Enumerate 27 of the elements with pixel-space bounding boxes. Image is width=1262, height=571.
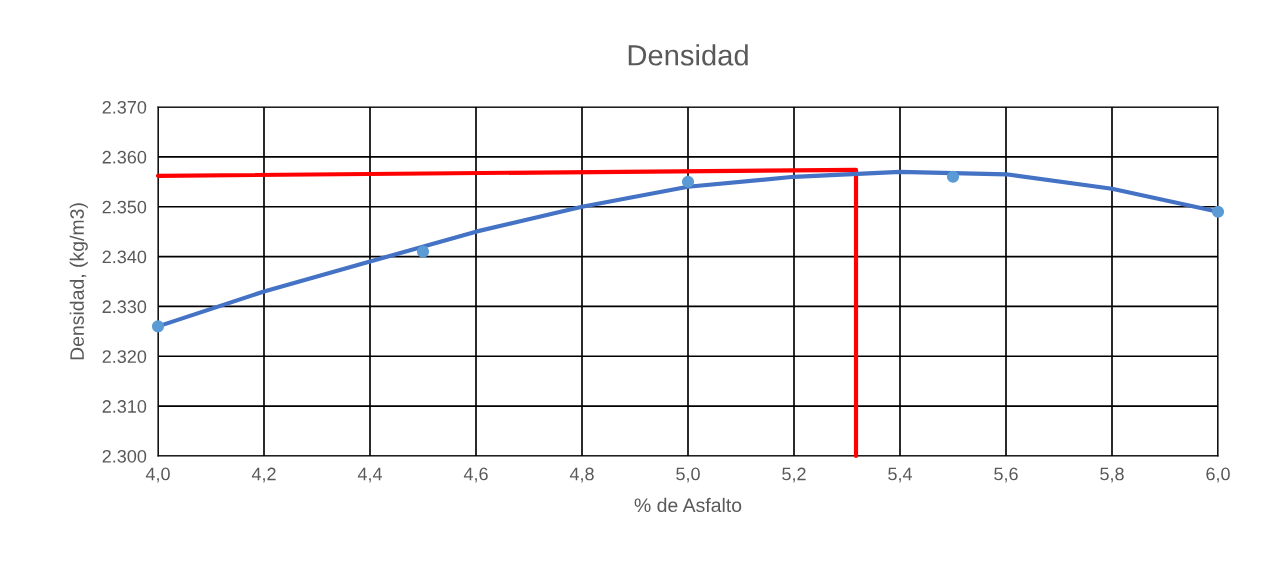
chart-title: Densidad (628, 44, 748, 66)
x-tick-label: 5,4 (888, 467, 913, 483)
y-tick-label: 2.370 (102, 100, 147, 114)
y-tick-label: 2.360 (102, 150, 147, 164)
point (1211, 205, 1225, 218)
x-tick-label: 4,8 (569, 467, 594, 483)
y-tick-label: 2.320 (102, 350, 147, 364)
point (681, 175, 695, 188)
x-axis-title: % de Asfalto (634, 497, 742, 513)
x-tick-label: 6,0 (1206, 467, 1230, 483)
y-tick-label: 2.310 (102, 400, 147, 413)
x-tick-label: 4,6 (463, 467, 488, 483)
x-tick-label: 4,0 (145, 467, 170, 483)
point (151, 320, 165, 333)
x-tick-label: 5,6 (994, 467, 1018, 483)
x-tick-label: 4,2 (251, 467, 276, 483)
x-tick-label: 5,2 (782, 467, 806, 483)
point (416, 245, 430, 258)
point (946, 170, 960, 183)
y-axis-title: Densidad, (kg/m3) (69, 203, 88, 360)
x-tick-label: 5,8 (1100, 467, 1124, 483)
y-tick-label: 2.350 (102, 200, 147, 214)
y-tick-label: 2.300 (102, 449, 147, 463)
y-tick-label: 2.330 (102, 300, 147, 314)
y-tick-label: 2.340 (102, 250, 147, 264)
x-tick-label: 4,4 (357, 467, 383, 483)
x-tick-label: 5,0 (676, 467, 700, 483)
